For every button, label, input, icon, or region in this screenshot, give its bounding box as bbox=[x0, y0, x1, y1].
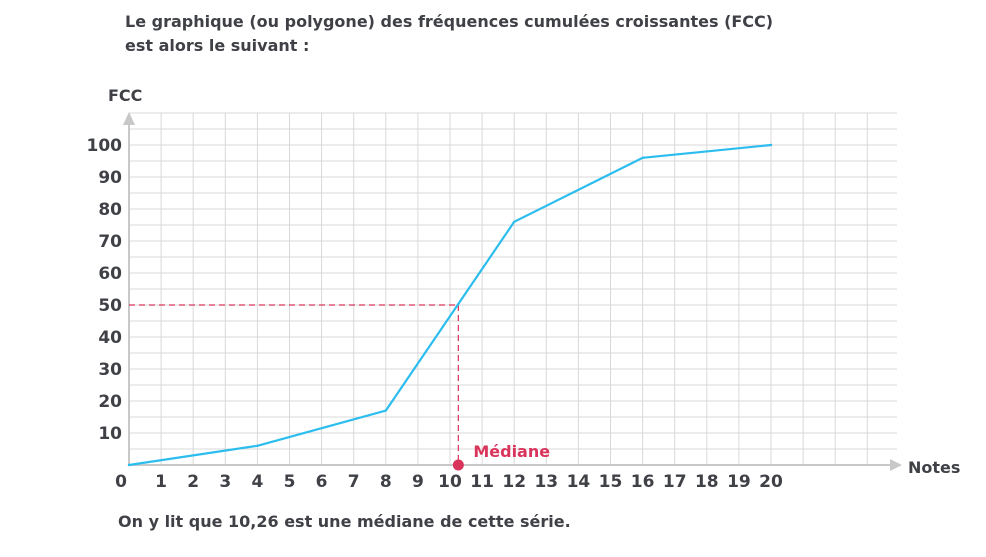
x-tick-label: 1 bbox=[155, 472, 167, 492]
median-label: Médiane bbox=[473, 442, 550, 461]
y-tick-label: 20 bbox=[98, 392, 122, 412]
fcc-series-line bbox=[127, 143, 773, 467]
y-axis-arrow-icon bbox=[123, 112, 135, 125]
y-tick-label: 60 bbox=[98, 264, 122, 284]
y-tick-label: 30 bbox=[98, 360, 122, 380]
fcc-chart: 0 1 2 3 4 5 6 7 8 9 10 11 12 13 14 15 16 17 18 19 2010203040… bbox=[87, 86, 961, 492]
x-tick-label: 20 bbox=[759, 472, 783, 492]
fcc-data-point bbox=[384, 409, 387, 412]
fcc-data-point bbox=[513, 220, 516, 223]
y-tick-label: 80 bbox=[98, 200, 122, 220]
x-tick-label: 8 bbox=[380, 472, 392, 492]
x-tick-label: 14 bbox=[567, 472, 591, 492]
chart-axes bbox=[123, 112, 902, 471]
x-tick-label: 2 bbox=[187, 472, 199, 492]
intro-line-2: est alors le suivant : bbox=[125, 36, 310, 55]
intro-text: Le graphique (ou polygone) des fréquence… bbox=[125, 10, 773, 58]
y-tick-label: 40 bbox=[98, 328, 122, 348]
x-axis-title: Notes bbox=[908, 458, 960, 477]
x-tick-label: 6 bbox=[316, 472, 328, 492]
intro-line-1: Le graphique (ou polygone) des fréquence… bbox=[125, 12, 774, 31]
x-tick-label: 15 bbox=[599, 472, 623, 492]
x-tick-label: 16 bbox=[631, 472, 655, 492]
fcc-data-point bbox=[769, 143, 773, 147]
x-tick-label: 11 bbox=[470, 472, 494, 492]
x-tick-label: 18 bbox=[695, 472, 719, 492]
median-point bbox=[452, 459, 464, 471]
y-axis-title: FCC bbox=[108, 86, 142, 105]
y-tick-label: 50 bbox=[98, 296, 122, 316]
x-tick-label: 0 bbox=[115, 472, 127, 492]
chart-tick-labels: 0 1 2 3 4 5 6 7 8 9 10 11 12 13 14 15 16 17 18 19 2010203040… bbox=[87, 136, 783, 492]
fcc-data-point bbox=[256, 444, 259, 447]
chart-annotations: Médiane bbox=[452, 442, 550, 471]
median-guides bbox=[129, 304, 459, 465]
y-tick-label: 10 bbox=[98, 424, 122, 444]
chart-grid bbox=[129, 112, 897, 465]
x-tick-label: 4 bbox=[251, 472, 263, 492]
x-tick-label: 3 bbox=[219, 472, 231, 492]
x-tick-label: 12 bbox=[502, 472, 526, 492]
y-tick-label: 90 bbox=[98, 168, 122, 188]
x-tick-label: 7 bbox=[348, 472, 360, 492]
conclusion-text: On y lit que 10,26 est une médiane de ce… bbox=[118, 512, 571, 531]
x-tick-label: 9 bbox=[412, 472, 424, 492]
x-tick-label: 10 bbox=[438, 472, 462, 492]
x-tick-label: 17 bbox=[663, 472, 687, 492]
y-tick-label: 70 bbox=[98, 232, 122, 252]
fcc-data-point bbox=[641, 156, 644, 159]
x-tick-label: 19 bbox=[727, 472, 751, 492]
chart-series bbox=[127, 143, 773, 467]
x-tick-label: 13 bbox=[534, 472, 558, 492]
y-tick-label: 100 bbox=[87, 136, 123, 156]
fcc-data-point bbox=[127, 463, 131, 467]
x-tick-label: 5 bbox=[284, 472, 296, 492]
x-axis-arrow-icon bbox=[890, 459, 902, 471]
